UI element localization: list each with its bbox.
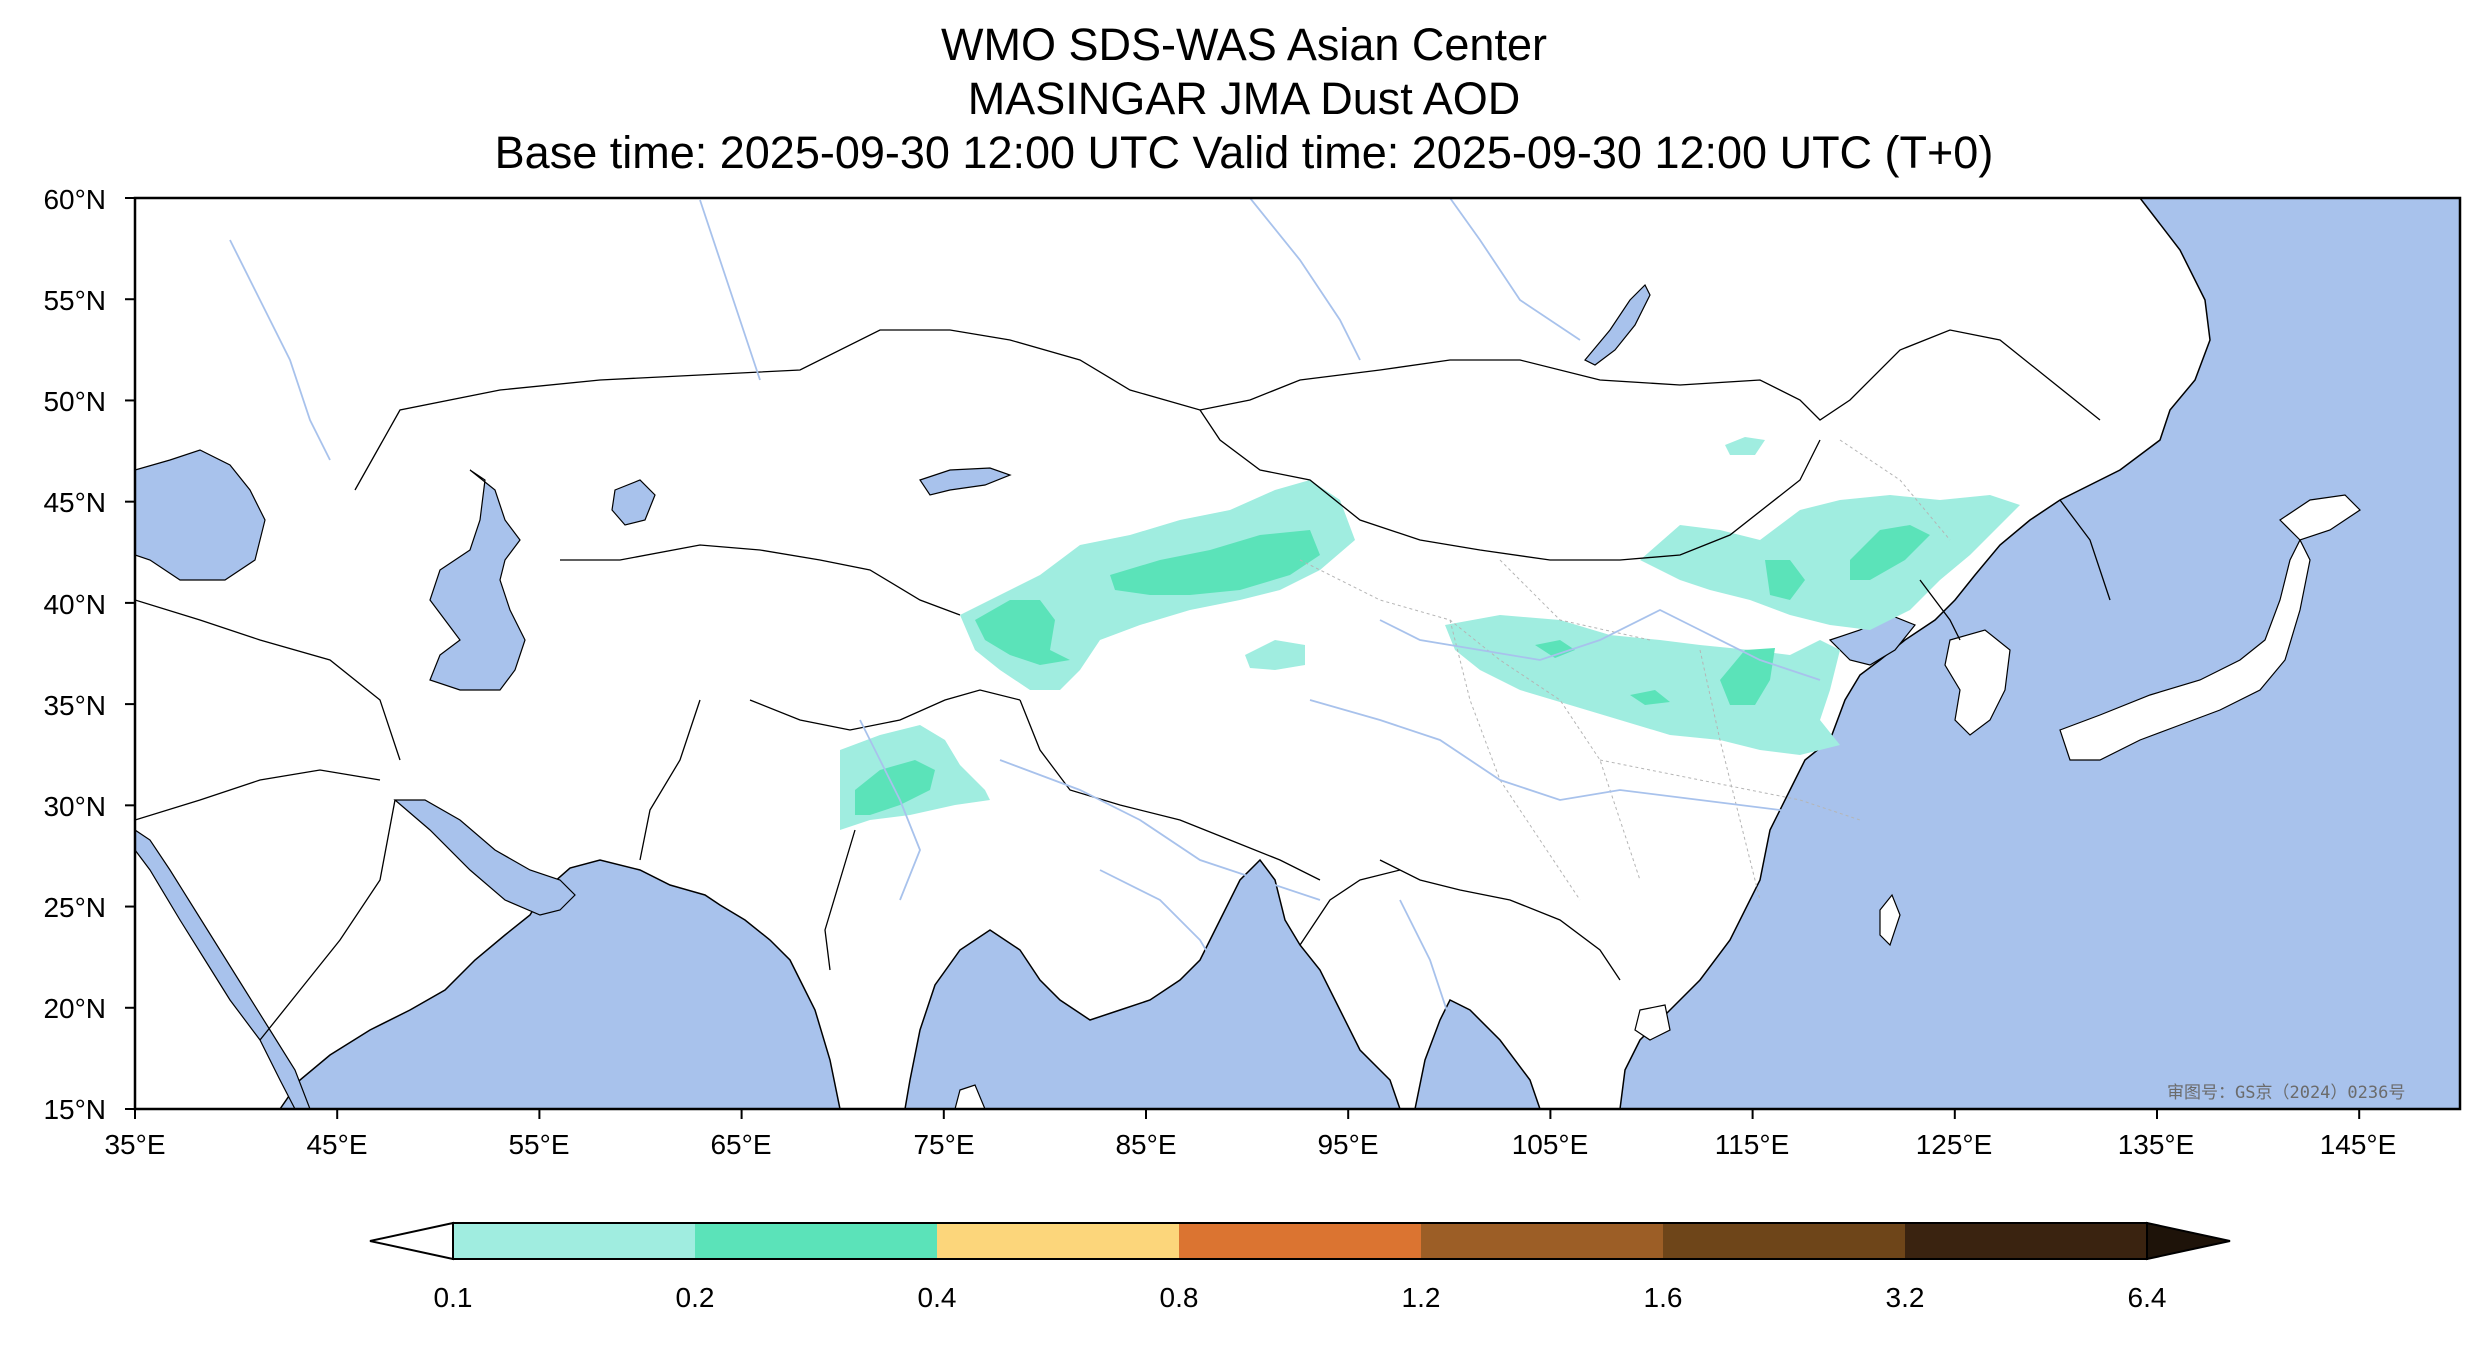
dust-north-china-core-1 xyxy=(1720,648,1775,705)
country-borders xyxy=(135,329,2111,1041)
lon-tick-label: 75°E xyxy=(913,1129,975,1160)
colorbar-label: 0.1 xyxy=(433,1282,473,1313)
hokkaido xyxy=(2279,494,2361,541)
axis-ticks xyxy=(125,197,2361,1119)
dust-inner-mongolia-outer xyxy=(1640,495,2020,630)
rivers xyxy=(229,198,1841,1081)
japan xyxy=(2059,538,2311,761)
lon-tick-label: 145°E xyxy=(2319,1129,2397,1160)
lon-tick-label: 65°E xyxy=(710,1129,772,1160)
map-title-line-1: WMO SDS-WAS Asian Center xyxy=(941,19,1547,70)
map-credit-text: 审图号：GS京（2024）0236号 xyxy=(2167,1083,2406,1103)
dust-qaidam xyxy=(1245,640,1305,670)
caspian-sea xyxy=(429,469,526,691)
persian-gulf xyxy=(393,799,576,916)
colorbar-over-arrow xyxy=(2146,1221,2231,1261)
colorbar-segment xyxy=(937,1223,1180,1259)
province-borders xyxy=(1299,439,1951,901)
colorbar-segment xyxy=(1421,1223,1664,1259)
colorbar-segment xyxy=(1179,1223,1422,1259)
lat-tick-label: 35°N xyxy=(43,690,106,721)
lon-tick-label: 125°E xyxy=(1915,1129,1993,1160)
lon-tick-label: 115°E xyxy=(1714,1129,1790,1160)
colorbar-label: 1.2 xyxy=(1401,1282,1441,1313)
dust-inner-mongolia-core xyxy=(1765,560,1805,600)
lake-aral xyxy=(611,479,656,526)
dust-pakistan-core xyxy=(855,760,935,815)
lat-tick-label: 15°N xyxy=(43,1094,106,1125)
map-title-line-2: MASINGAR JMA Dust AOD xyxy=(967,73,1521,124)
lat-tick-label: 50°N xyxy=(43,386,106,417)
colorbar xyxy=(369,1221,2231,1261)
dust-north-china-core-2 xyxy=(1535,640,1575,658)
dust-taklimakan-core-2 xyxy=(1110,530,1320,595)
lat-tick-label: 20°N xyxy=(43,993,106,1024)
lon-tick-label: 135°E xyxy=(2117,1129,2195,1160)
colorbar-label: 6.4 xyxy=(2127,1282,2167,1313)
colorbar-label: 0.2 xyxy=(675,1282,715,1313)
lon-tick-label: 35°E xyxy=(104,1129,166,1160)
red-sea xyxy=(135,829,311,1109)
hainan xyxy=(1634,1004,1671,1041)
colorbar-frame xyxy=(452,1222,2148,1260)
sri-lanka xyxy=(954,1084,986,1109)
colorbar-label: 1.6 xyxy=(1643,1282,1683,1313)
colorbar-label: 3.2 xyxy=(1885,1282,1925,1313)
lon-tick-label: 85°E xyxy=(1115,1129,1177,1160)
map-area xyxy=(135,198,2460,1109)
lake-balkhash xyxy=(919,467,1012,496)
taiwan xyxy=(1879,893,1901,947)
lon-tick-label: 105°E xyxy=(1511,1129,1589,1160)
lat-tick-label: 60°N xyxy=(43,184,106,215)
dust-mongolia-patch xyxy=(1725,437,1765,455)
lat-tick-label: 25°N xyxy=(43,892,106,923)
colorbar-segment xyxy=(453,1223,696,1259)
dust-manchuria-core xyxy=(1850,525,1930,580)
land-eurasia xyxy=(135,198,2211,1109)
colorbar-label: 0.8 xyxy=(1159,1282,1199,1313)
colorbar-segment xyxy=(1905,1223,2148,1259)
dust-north-china-core-3 xyxy=(1630,690,1670,705)
lon-tick-label: 45°E xyxy=(306,1129,368,1160)
black-sea xyxy=(135,449,266,581)
korea xyxy=(1944,629,2011,736)
dust-taklimakan-core xyxy=(975,600,1070,665)
lat-tick-label: 45°N xyxy=(43,487,106,518)
dust-contours xyxy=(840,437,2020,830)
colorbar-segment xyxy=(1663,1223,1906,1259)
colorbar-label: 0.4 xyxy=(917,1282,957,1313)
colorbar-under-arrow xyxy=(369,1221,454,1261)
lat-tick-label: 55°N xyxy=(43,285,106,316)
map-frame xyxy=(133,196,2462,1111)
lat-tick-label: 30°N xyxy=(43,791,106,822)
colorbar-segment xyxy=(695,1223,938,1259)
map-title-line-3: Base time: 2025-09-30 12:00 UTC Valid ti… xyxy=(494,127,1994,178)
lake-baikal xyxy=(1584,283,1651,366)
lat-tick-label: 40°N xyxy=(43,589,106,620)
lon-tick-label: 55°E xyxy=(508,1129,570,1160)
lon-tick-label: 95°E xyxy=(1317,1129,1379,1160)
